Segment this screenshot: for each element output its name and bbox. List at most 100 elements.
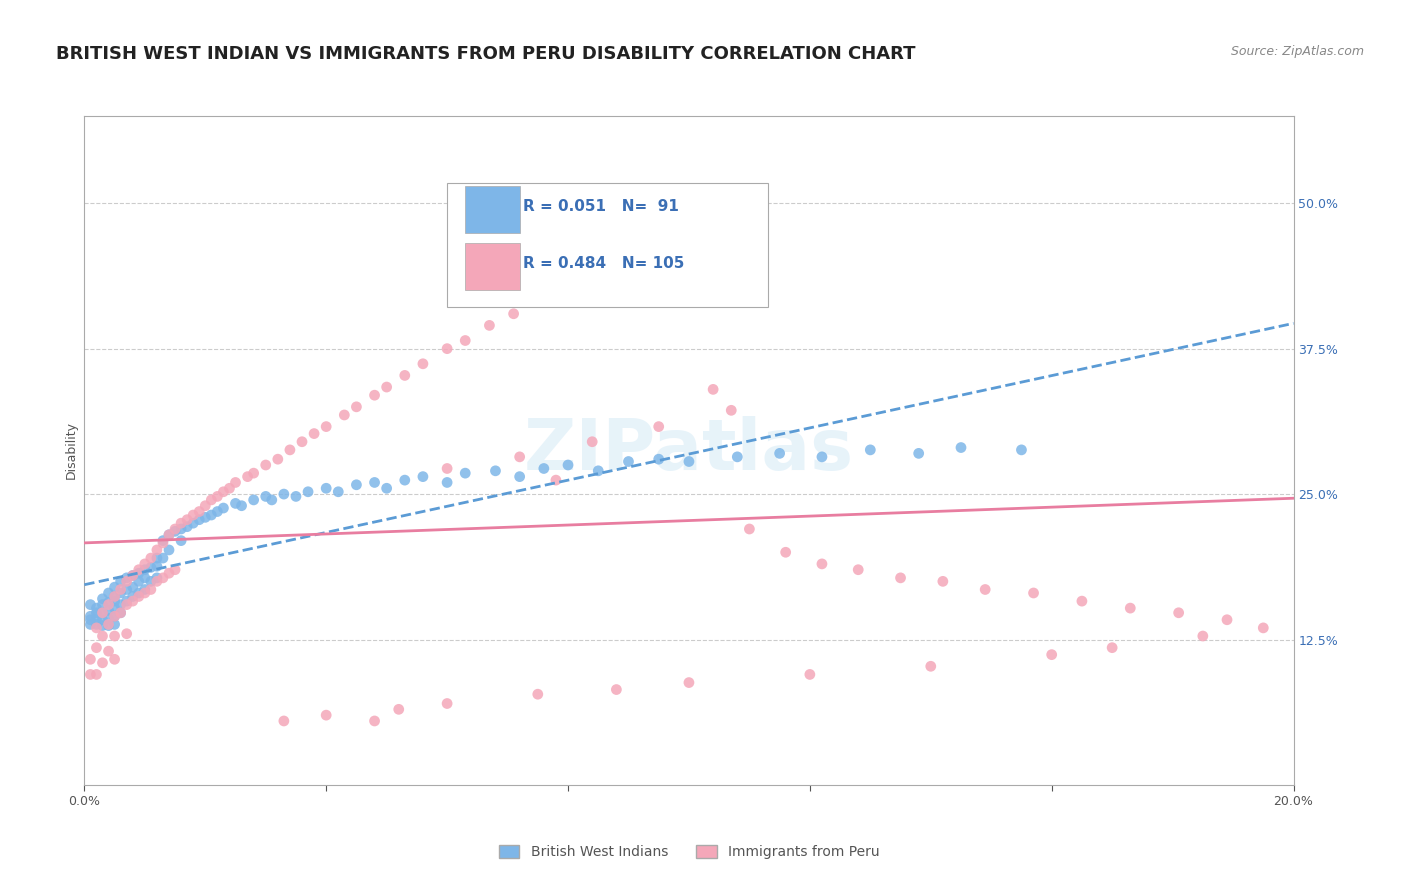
Point xyxy=(139,560,162,574)
Point xyxy=(581,434,603,449)
Point xyxy=(725,219,748,234)
Point xyxy=(859,442,882,457)
Text: Source: ZipAtlas.com: Source: ZipAtlas.com xyxy=(1230,45,1364,58)
Point xyxy=(104,652,127,666)
Point xyxy=(121,568,143,582)
Point xyxy=(1167,606,1189,620)
Point xyxy=(346,477,368,491)
Point xyxy=(412,357,434,371)
Point xyxy=(273,487,295,501)
Point xyxy=(254,458,277,472)
Point xyxy=(478,318,501,333)
Point xyxy=(678,454,700,468)
Point xyxy=(799,667,821,681)
Point xyxy=(146,551,169,566)
Point xyxy=(1071,594,1094,608)
Point xyxy=(1011,442,1033,457)
Point xyxy=(170,516,193,531)
Point xyxy=(115,574,138,589)
Point xyxy=(1192,629,1215,643)
Point xyxy=(91,606,114,620)
Point xyxy=(128,586,150,600)
Point xyxy=(97,617,120,632)
Point xyxy=(139,582,162,597)
Point xyxy=(811,557,834,571)
Point xyxy=(212,501,235,516)
Point xyxy=(484,464,506,478)
Point xyxy=(612,252,634,266)
Point xyxy=(157,528,180,542)
Point xyxy=(200,492,222,507)
Point xyxy=(225,475,247,490)
Y-axis label: Disability: Disability xyxy=(65,421,77,480)
Point xyxy=(110,574,132,589)
Point xyxy=(932,574,955,589)
Point xyxy=(315,708,337,723)
Point xyxy=(134,582,156,597)
Point xyxy=(297,484,319,499)
Point xyxy=(527,687,550,701)
Point xyxy=(97,644,120,658)
Point xyxy=(950,441,973,455)
Point xyxy=(152,533,174,548)
Point xyxy=(454,334,477,348)
Point xyxy=(242,492,264,507)
Point xyxy=(533,461,555,475)
Point xyxy=(181,508,204,522)
Point xyxy=(91,613,114,627)
Point xyxy=(121,594,143,608)
Point xyxy=(581,266,603,280)
Point xyxy=(104,590,127,604)
Point xyxy=(267,452,290,467)
Point xyxy=(273,714,295,728)
Point xyxy=(91,618,114,632)
Point xyxy=(702,383,724,397)
Point xyxy=(890,571,912,585)
Point xyxy=(128,566,150,581)
Point xyxy=(544,473,567,487)
Point xyxy=(207,504,229,518)
Point xyxy=(1040,648,1063,662)
Point xyxy=(617,454,640,468)
Text: R = 0.484   N= 105: R = 0.484 N= 105 xyxy=(523,256,685,270)
Point xyxy=(502,307,524,321)
Point xyxy=(97,618,120,632)
Point xyxy=(509,469,531,483)
Point xyxy=(678,208,700,222)
Point xyxy=(846,563,869,577)
Point xyxy=(769,446,792,460)
Point xyxy=(139,551,162,566)
Point xyxy=(104,609,127,624)
Point xyxy=(152,551,174,566)
Point xyxy=(231,499,253,513)
Point xyxy=(285,490,308,504)
Point xyxy=(128,590,150,604)
Point xyxy=(436,697,458,711)
Point xyxy=(1253,621,1275,635)
Point xyxy=(436,475,458,490)
Point xyxy=(328,484,350,499)
Point xyxy=(110,598,132,612)
Point xyxy=(115,598,138,612)
Point xyxy=(551,280,574,294)
Point xyxy=(170,533,193,548)
Point xyxy=(509,450,531,464)
Point xyxy=(121,568,143,582)
Point xyxy=(157,543,180,558)
Point xyxy=(115,626,138,640)
Point xyxy=(110,606,132,620)
Point xyxy=(79,652,101,666)
Point xyxy=(394,368,416,383)
Point xyxy=(454,466,477,480)
Point xyxy=(176,519,198,533)
Point xyxy=(1119,601,1142,615)
Point xyxy=(97,603,120,617)
Point xyxy=(811,450,834,464)
Point xyxy=(79,609,101,624)
Point xyxy=(672,225,695,239)
Point xyxy=(165,524,187,539)
Point xyxy=(436,461,458,475)
Point xyxy=(91,656,114,670)
Point xyxy=(333,408,356,422)
Point xyxy=(121,580,143,594)
